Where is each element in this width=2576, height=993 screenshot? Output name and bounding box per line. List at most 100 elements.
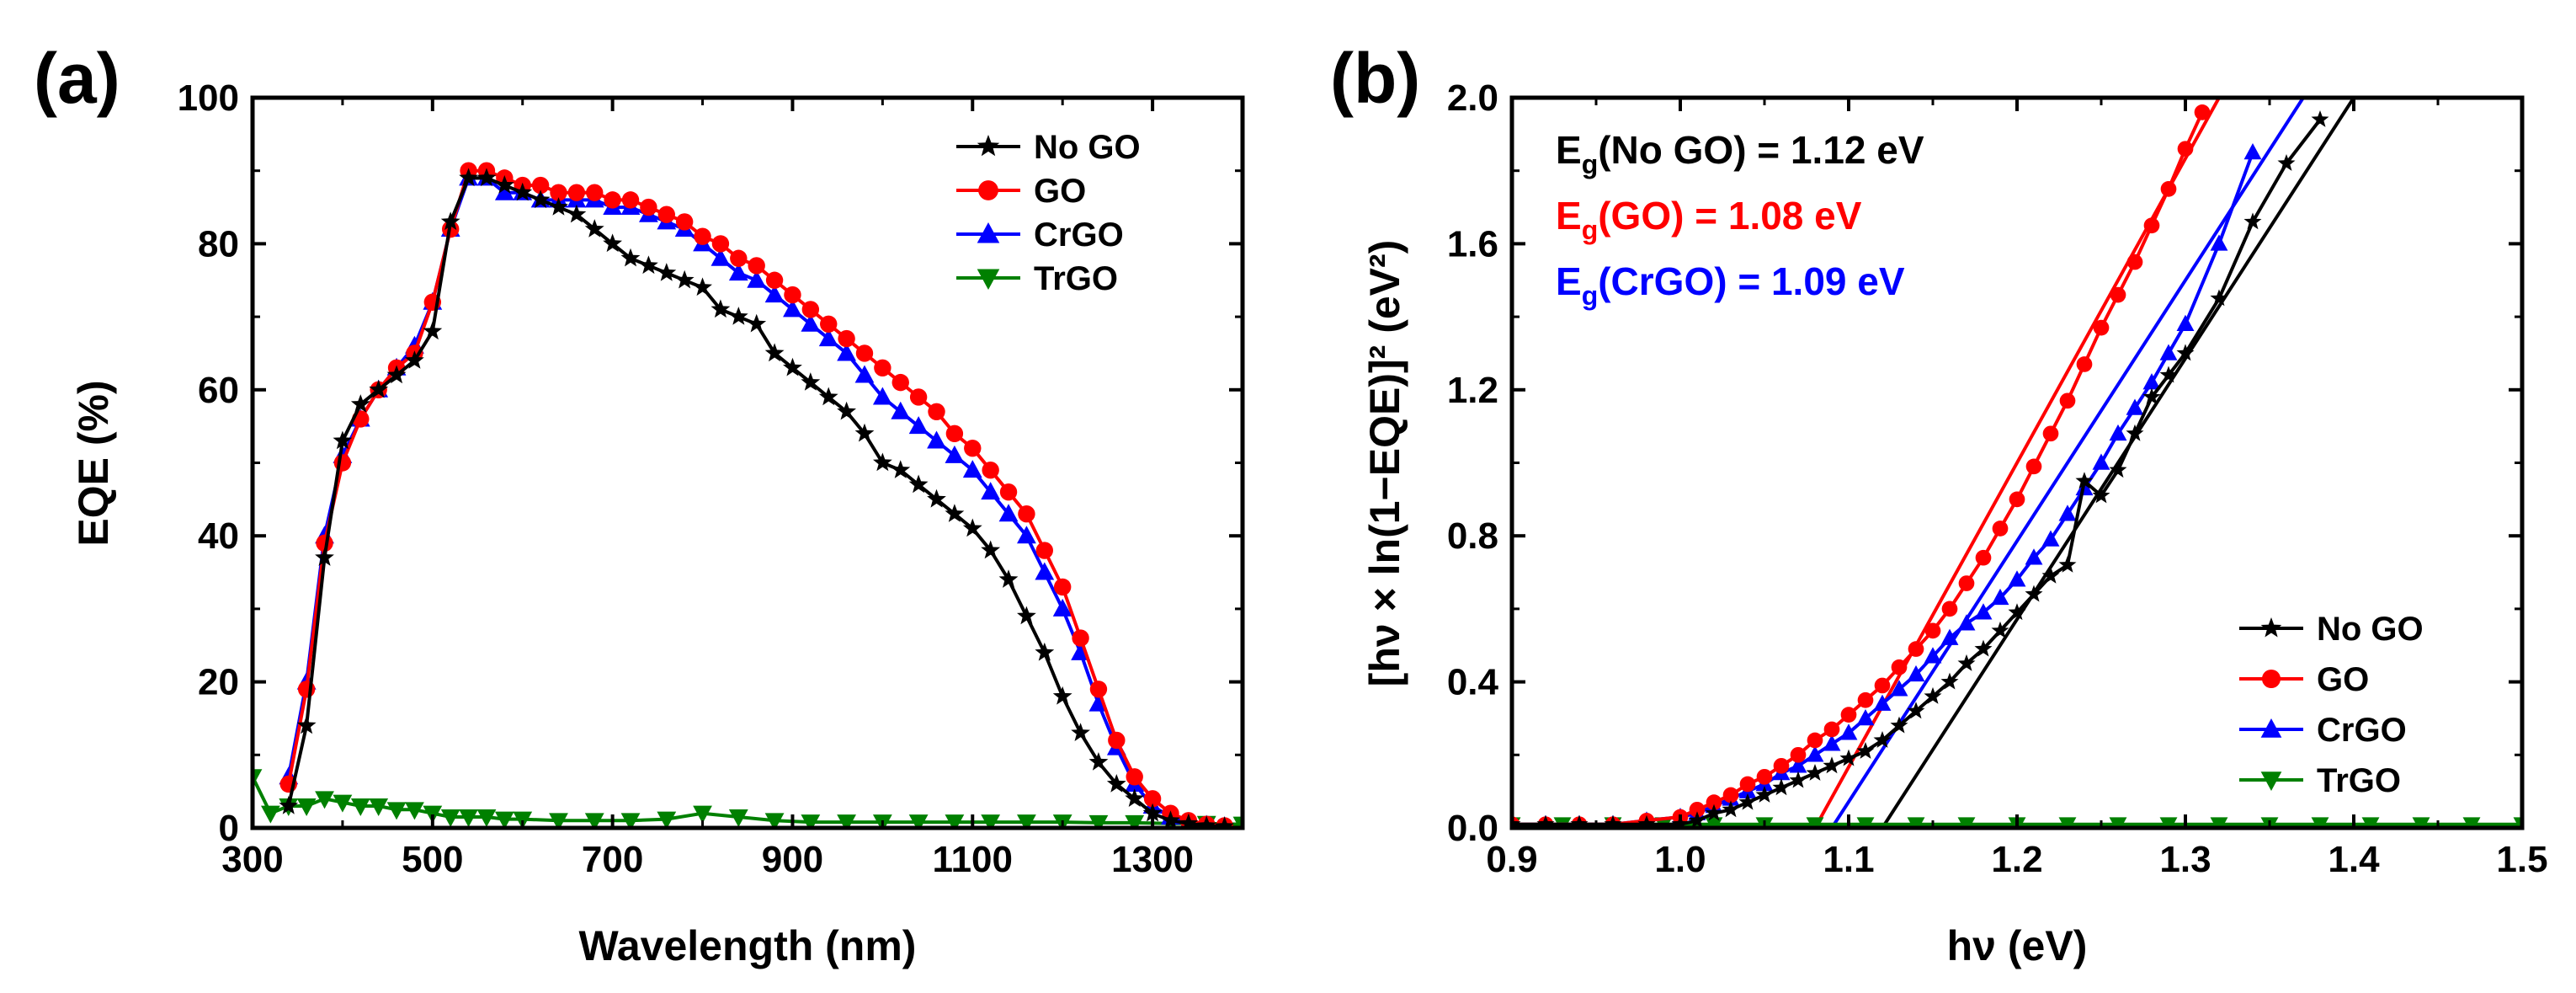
point-no-go — [279, 796, 299, 814]
bandgap-label: Eg(GO) = 1.08 eV — [1556, 194, 1862, 245]
point-go — [1072, 629, 1089, 647]
point-no-go — [315, 547, 334, 566]
point-no-go — [494, 175, 514, 194]
point-no-go — [1604, 814, 1622, 828]
point-trgo — [981, 814, 1001, 828]
series-trgo-a — [253, 769, 1243, 828]
point-go — [694, 227, 711, 245]
point-go — [964, 439, 982, 457]
point-trgo — [405, 802, 424, 820]
legend-b: No GO GO CrGO TrGO — [2239, 611, 2424, 799]
y-tick-label-a: 20 — [198, 662, 239, 703]
series-go-b — [1512, 104, 2211, 828]
point-no-go — [1705, 803, 1723, 821]
point-trgo — [945, 814, 965, 828]
y-tick-label-a: 80 — [198, 223, 239, 264]
point-go — [945, 424, 964, 443]
legend-label: No GO — [1034, 129, 1141, 166]
point-crgo — [1991, 588, 2009, 606]
point-crgo — [1856, 708, 1875, 726]
x-tick-label-a: 1100 — [933, 839, 1013, 880]
point-no-go — [603, 233, 622, 253]
y-tick-label-b: 2.0 — [1447, 77, 1498, 119]
point-no-go — [1890, 716, 1908, 734]
point-go — [621, 191, 640, 209]
point-trgo — [350, 798, 370, 816]
point-no-go — [1974, 639, 1993, 657]
point-crgo — [1873, 694, 1892, 711]
legend-label: TrGO — [2317, 762, 2401, 799]
point-trgo — [2058, 817, 2077, 828]
point-crgo — [494, 182, 514, 200]
point-no-go — [1536, 814, 1555, 828]
point-go — [657, 206, 675, 223]
point-no-go — [693, 277, 712, 296]
point-no-go — [1637, 814, 1656, 828]
point-no-go — [1570, 814, 1589, 828]
point-no-go — [1179, 813, 1199, 828]
y-tick-label-b: 0.8 — [1447, 515, 1498, 557]
point-trgo — [1088, 814, 1109, 828]
point-no-go — [476, 168, 497, 187]
point-no-go — [584, 219, 604, 238]
point-no-go — [1215, 816, 1234, 828]
point-no-go — [1839, 749, 1858, 766]
point-crgo — [1890, 680, 1908, 697]
point-go — [748, 257, 765, 275]
point-go — [1756, 768, 1773, 785]
point-crgo — [962, 460, 982, 478]
point-no-go — [1088, 752, 1109, 771]
point-no-go — [818, 387, 838, 406]
point-crgo — [998, 504, 1019, 522]
point-go — [1143, 790, 1162, 808]
point-go — [1773, 757, 1790, 774]
point-go — [999, 483, 1018, 501]
point-no-go — [1017, 606, 1036, 625]
point-no-go — [2126, 424, 2144, 441]
legend-item-go: GO — [2239, 661, 2369, 698]
point-no-go — [1196, 815, 1216, 828]
x-tick-label-b: 1.4 — [2328, 839, 2380, 880]
y-tick-label-a: 40 — [198, 515, 239, 557]
legend-label: CrGO — [2317, 712, 2407, 749]
legend-item-go: GO — [956, 173, 1086, 210]
point-no-go — [1125, 788, 1145, 807]
point-trgo — [657, 811, 677, 828]
point-trgo — [253, 769, 263, 787]
point-crgo — [945, 445, 965, 463]
point-no-go — [981, 540, 1001, 559]
y-tick-label-b: 1.2 — [1447, 370, 1498, 411]
point-crgo — [747, 270, 767, 288]
point-go — [2076, 356, 2093, 372]
point-go — [1891, 659, 1908, 675]
point-go — [1126, 768, 1143, 786]
point-trgo — [260, 805, 280, 824]
point-crgo — [2142, 373, 2161, 390]
point-trgo — [2210, 817, 2228, 828]
point-crgo — [908, 416, 929, 435]
point-go — [1089, 681, 1108, 698]
point-no-go — [962, 518, 982, 537]
point-no-go — [296, 715, 317, 734]
point-crgo — [1924, 647, 1942, 664]
point-go — [1706, 794, 1722, 811]
plot-frame-b — [1509, 95, 2525, 830]
point-no-go — [2075, 472, 2094, 489]
point-go — [2160, 181, 2177, 197]
x-tick-label-a: 1300 — [1111, 839, 1194, 880]
point-no-go — [1052, 686, 1072, 705]
point-go — [838, 329, 855, 348]
point-trgo — [459, 809, 478, 827]
point-go — [801, 301, 820, 318]
series-no-go-a — [279, 168, 1234, 828]
x-axis-label-b: hν (eV) — [1947, 922, 2088, 969]
chart-panel-b: 0.9 1.0 1.1 1.2 1.3 1.4 1.50.00.40.81.21.62.0 … — [1361, 77, 2548, 969]
point-trgo — [386, 802, 407, 820]
legend-marker — [977, 222, 1000, 243]
point-no-go — [854, 423, 875, 442]
point-trgo — [1017, 814, 1036, 828]
legend-label: TrGO — [1034, 260, 1118, 297]
point-go — [1823, 721, 1840, 738]
point-no-go — [2041, 566, 2060, 584]
point-go — [1053, 578, 1072, 596]
